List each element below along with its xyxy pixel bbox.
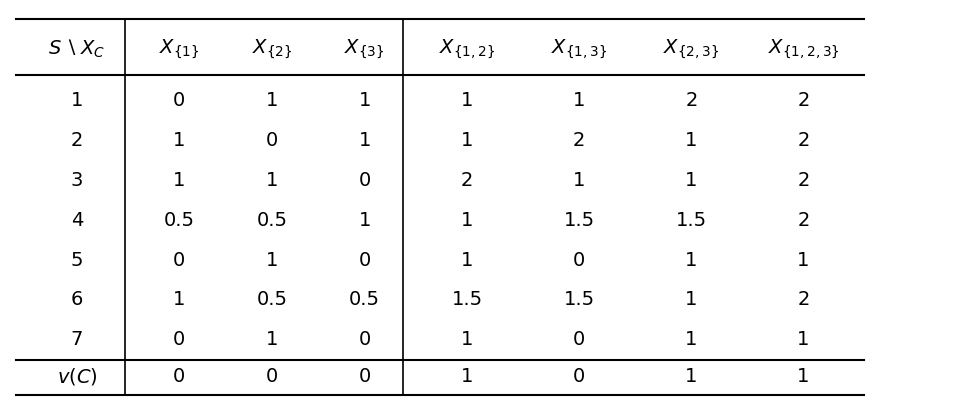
Text: 0: 0 [573,330,585,349]
Text: 3: 3 [70,171,83,190]
Text: 1: 1 [796,250,809,270]
Text: 1: 1 [359,211,370,230]
Text: 0: 0 [173,367,186,386]
Text: 0.5: 0.5 [164,211,194,230]
Text: 2: 2 [796,131,809,150]
Text: 2: 2 [70,131,83,150]
Text: $S\setminus X_C$: $S\setminus X_C$ [48,38,106,60]
Text: 7: 7 [70,330,83,349]
Text: $X_{\{1,2\}}$: $X_{\{1,2\}}$ [439,38,494,60]
Text: 0.5: 0.5 [256,290,287,310]
Text: 4: 4 [70,211,83,230]
Text: 0: 0 [573,367,585,386]
Text: 2: 2 [685,91,697,110]
Text: 5: 5 [70,250,83,270]
Text: 1: 1 [460,367,473,386]
Text: 0.5: 0.5 [256,211,287,230]
Text: 1: 1 [685,367,697,386]
Text: 1: 1 [460,330,473,349]
Text: 0: 0 [266,131,277,150]
Text: 2: 2 [796,211,809,230]
Text: 0: 0 [573,250,585,270]
Text: 1: 1 [460,250,473,270]
Text: 1: 1 [685,131,697,150]
Text: 1.5: 1.5 [451,290,482,310]
Text: $X_{\{2,3\}}$: $X_{\{2,3\}}$ [662,38,719,60]
Text: 1: 1 [173,131,186,150]
Text: 0.5: 0.5 [349,290,380,310]
Text: $X_{\{1\}}$: $X_{\{1\}}$ [159,38,199,60]
Text: 1: 1 [359,131,370,150]
Text: 1: 1 [685,290,697,310]
Text: 1: 1 [266,91,277,110]
Text: 1: 1 [460,131,473,150]
Text: 0: 0 [359,171,370,190]
Text: 1: 1 [173,171,186,190]
Text: 0: 0 [266,367,277,386]
Text: $X_{\{2\}}$: $X_{\{2\}}$ [251,38,292,60]
Text: 1: 1 [266,330,277,349]
Text: 1: 1 [70,91,83,110]
Text: 1.5: 1.5 [563,290,594,310]
Text: $X_{\{1,2,3\}}$: $X_{\{1,2,3\}}$ [767,38,838,60]
Text: 1: 1 [685,330,697,349]
Text: 1: 1 [685,171,697,190]
Text: 0: 0 [359,367,370,386]
Text: 1: 1 [359,91,370,110]
Text: 1: 1 [796,367,809,386]
Text: 0: 0 [359,330,370,349]
Text: 1: 1 [573,91,585,110]
Text: 1: 1 [173,290,186,310]
Text: 1: 1 [573,171,585,190]
Text: 1: 1 [266,171,277,190]
Text: 0: 0 [359,250,370,270]
Text: 1: 1 [796,330,809,349]
Text: 1: 1 [266,250,277,270]
Text: 1: 1 [460,211,473,230]
Text: 6: 6 [70,290,83,310]
Text: 2: 2 [796,171,809,190]
Text: 2: 2 [796,290,809,310]
Text: $v(C)$: $v(C)$ [57,366,98,387]
Text: $X_{\{3\}}$: $X_{\{3\}}$ [344,38,385,60]
Text: 0: 0 [173,250,186,270]
Text: 1: 1 [685,250,697,270]
Text: 1.5: 1.5 [675,211,706,230]
Text: 2: 2 [460,171,473,190]
Text: 0: 0 [173,91,186,110]
Text: 2: 2 [796,91,809,110]
Text: 1.5: 1.5 [563,211,594,230]
Text: $X_{\{1,3\}}$: $X_{\{1,3\}}$ [551,38,607,60]
Text: 2: 2 [573,131,585,150]
Text: 0: 0 [173,330,186,349]
Text: 1: 1 [460,91,473,110]
